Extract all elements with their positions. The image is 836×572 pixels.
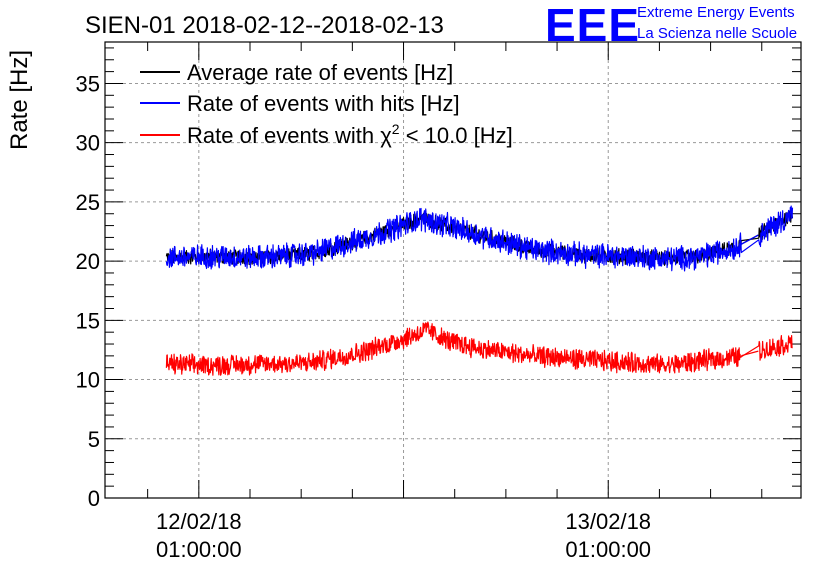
y-axis-label: Rate [Hz] [6, 50, 33, 150]
y-tick-label: 0 [88, 486, 100, 511]
chart-title: SIEN-01 2018-02-12--2018-02-13 [85, 12, 444, 39]
axis-ticks: 0 5 10 15 20 25 30 35 12/02/18 01:00:00 13/02/18 01… [76, 42, 801, 562]
legend-label-chi2-sup: 2 [392, 121, 400, 137]
x-tick-label-date: 13/02/18 [565, 509, 651, 534]
series-lines [165, 205, 794, 376]
legend-label-chi2-symbol: χ [380, 123, 392, 148]
series-line-2 [165, 321, 793, 376]
eee-logo-line2: La Scienza nelle Scuole [637, 25, 797, 42]
legend: Average rate of events [Hz] Rate of even… [140, 60, 513, 148]
legend-label-chi2-suffix: < 10.0 [Hz] [400, 123, 513, 148]
series-gap-connector-1 [741, 234, 759, 245]
eee-logo-line1: Extreme Energy Events [637, 4, 795, 21]
y-tick-label: 5 [88, 427, 100, 452]
y-tick-label: 15 [76, 308, 100, 333]
legend-label-average: Average rate of events [Hz] [187, 60, 453, 85]
plot-frame [104, 41, 802, 499]
series-gap-connector-2 [741, 350, 759, 357]
legend-label-hits: Rate of events with hits [Hz] [187, 91, 460, 116]
legend-label-chi2: Rate of events with χ2 < 10.0 [Hz] [187, 121, 513, 148]
grid-lines [105, 42, 801, 498]
y-tick-label: 35 [76, 71, 100, 96]
series-line-1 [165, 205, 794, 272]
legend-label-chi2-prefix: Rate of events with [187, 123, 380, 148]
y-tick-label: 20 [76, 249, 100, 274]
eee-logo-mark: EEE [545, 0, 640, 51]
eee-logo: EEE Extreme Energy Events La Scienza nel… [545, 0, 797, 51]
y-tick-label: 10 [76, 368, 100, 393]
x-tick-label-date: 12/02/18 [156, 509, 242, 534]
y-tick-label: 25 [76, 190, 100, 215]
y-tick-label: 30 [76, 131, 100, 156]
x-tick-label-time: 01:00:00 [565, 537, 651, 562]
x-tick-label-time: 01:00:00 [156, 537, 242, 562]
